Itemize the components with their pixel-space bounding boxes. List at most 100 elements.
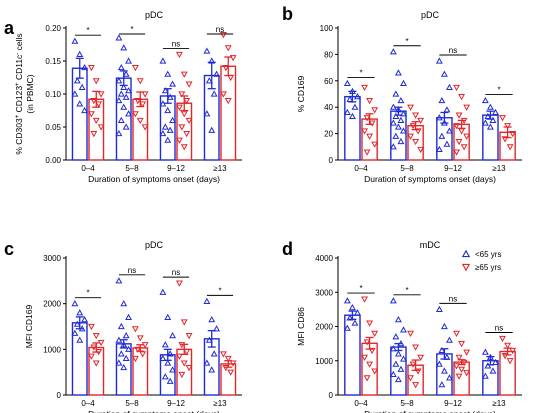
data-point [501, 353, 509, 360]
data-point [509, 131, 517, 138]
data-point [219, 91, 227, 98]
significance-label: * [497, 86, 500, 95]
data-point [131, 326, 139, 333]
data-point [166, 93, 174, 100]
data-point [120, 103, 128, 110]
significance-label: * [359, 68, 362, 77]
data-point [392, 333, 400, 340]
data-point [134, 346, 142, 353]
data-point [125, 57, 133, 64]
data-point [371, 368, 379, 375]
data-point [81, 63, 89, 71]
data-point [229, 360, 237, 367]
chart-panel-a: a pDC 0.00 0.05 0.10 0.15 0.20 % CD303+ CD123+ … [4, 10, 242, 184]
data-point [481, 96, 489, 104]
x-tick-label: 0–4 [81, 164, 95, 173]
data-point [219, 351, 227, 358]
bar-old [220, 65, 237, 161]
data-point [87, 111, 95, 118]
data-point [125, 313, 133, 320]
y-axis-label-part: - [15, 53, 21, 55]
data-point [463, 104, 471, 111]
data-point [412, 382, 420, 389]
bar-young [344, 95, 361, 161]
data-point [203, 297, 211, 304]
data-point [213, 70, 221, 77]
data-point [117, 116, 125, 123]
data-point [159, 354, 167, 362]
data-point [125, 110, 133, 117]
bar-young [436, 117, 453, 161]
bar-old [220, 363, 237, 396]
data-point [95, 101, 103, 108]
data-point [394, 106, 402, 113]
data-point [136, 78, 144, 85]
data-point [92, 360, 100, 367]
data-point [458, 366, 466, 373]
data-point [371, 141, 379, 148]
data-point [460, 144, 468, 151]
data-point [392, 112, 400, 120]
data-point [351, 319, 359, 326]
data-point [343, 79, 351, 87]
data-point [361, 84, 368, 92]
x-tick-label: 9–12 [444, 399, 462, 408]
data-point [95, 349, 103, 356]
data-point [78, 325, 86, 332]
data-point [164, 359, 172, 366]
data-point [71, 329, 79, 336]
data-point [76, 309, 84, 316]
data-point [435, 360, 443, 367]
x-axis-label: Duration of symptoms onset (days) [364, 174, 496, 184]
data-point [397, 137, 405, 145]
panel-title: mDC [420, 240, 441, 250]
data-point [122, 332, 130, 339]
data-point [117, 322, 125, 330]
data-point [400, 79, 407, 87]
data-point [178, 124, 186, 131]
data-point [117, 350, 125, 357]
data-point [481, 372, 489, 379]
data-point [453, 123, 460, 130]
data-point [394, 69, 402, 76]
data-point [90, 344, 98, 351]
x-tick-label: 9–12 [167, 164, 185, 173]
data-point [446, 374, 453, 381]
data-point [76, 50, 84, 57]
data-point [463, 370, 471, 377]
data-point [440, 70, 448, 77]
data-point [185, 81, 193, 88]
data-point [412, 344, 420, 351]
data-point [208, 57, 216, 64]
data-point [180, 360, 188, 367]
data-point [455, 373, 463, 380]
data-point [481, 119, 489, 126]
data-point [120, 44, 128, 51]
data-point [87, 65, 95, 72]
significance-label: * [405, 286, 408, 295]
panel-letter: d [282, 239, 293, 259]
data-point [175, 104, 183, 111]
significance-label: ns [172, 39, 180, 48]
data-point [389, 103, 397, 110]
data-point [389, 143, 397, 150]
data-point [229, 55, 237, 62]
data-point [389, 345, 397, 352]
x-tick-label: 0–4 [81, 399, 95, 408]
y-tick-label: 20 [324, 130, 333, 139]
data-point [343, 297, 351, 304]
data-point [435, 114, 443, 121]
data-point [392, 132, 400, 139]
data-point [169, 366, 177, 373]
y-axis-label-part: % CD303 [14, 118, 24, 155]
data-point [438, 346, 446, 354]
data-point [389, 48, 397, 55]
data-point [417, 117, 425, 125]
y-axis-label: MFI CD169 [24, 305, 34, 349]
data-point [166, 126, 174, 133]
y-tick-label: 0 [329, 156, 334, 165]
y-axis-sublabel: (in PBMC) [25, 74, 35, 113]
data-point [412, 112, 420, 119]
data-point [463, 133, 471, 140]
bar-old [407, 124, 424, 161]
